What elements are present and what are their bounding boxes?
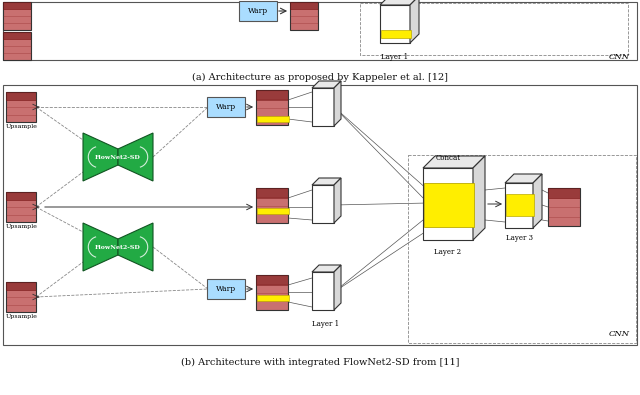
Bar — [6, 92, 36, 101]
Text: (b) Architecture with integrated FlowNet2-SD from [11]: (b) Architecture with integrated FlowNet… — [180, 358, 460, 367]
Text: FlowNet2-SD: FlowNet2-SD — [95, 245, 141, 250]
Bar — [256, 90, 288, 100]
Bar — [3, 2, 31, 10]
Polygon shape — [334, 81, 341, 126]
Bar — [548, 188, 580, 199]
Polygon shape — [83, 223, 118, 271]
Bar — [290, 2, 318, 30]
Polygon shape — [312, 178, 341, 185]
Text: Layer 3: Layer 3 — [506, 234, 532, 242]
Polygon shape — [334, 265, 341, 310]
Bar — [256, 90, 288, 125]
Bar — [290, 2, 318, 10]
Polygon shape — [473, 156, 485, 240]
Polygon shape — [423, 168, 473, 240]
Text: Concat: Concat — [435, 154, 461, 162]
FancyBboxPatch shape — [207, 97, 245, 117]
Bar — [3, 2, 31, 30]
Bar — [424, 183, 474, 227]
Polygon shape — [505, 183, 533, 228]
Bar — [3, 32, 31, 60]
Bar — [256, 275, 288, 310]
Text: Upsample: Upsample — [6, 224, 38, 229]
Bar — [256, 188, 288, 223]
Polygon shape — [83, 133, 118, 181]
Polygon shape — [334, 178, 341, 223]
Bar — [506, 194, 534, 216]
FancyBboxPatch shape — [207, 279, 245, 299]
Bar — [6, 92, 36, 122]
Bar — [6, 282, 36, 312]
Polygon shape — [380, 0, 419, 5]
Bar — [6, 192, 36, 222]
Text: (a) Architecture as proposed by Kappeler et al. [12]: (a) Architecture as proposed by Kappeler… — [192, 73, 448, 82]
Text: Layer 1: Layer 1 — [312, 320, 340, 328]
Polygon shape — [312, 272, 334, 310]
FancyBboxPatch shape — [239, 1, 277, 21]
Polygon shape — [505, 174, 542, 183]
Polygon shape — [312, 81, 341, 88]
Polygon shape — [380, 5, 410, 43]
Bar — [3, 85, 637, 345]
Bar — [408, 155, 636, 343]
Polygon shape — [423, 156, 485, 168]
Polygon shape — [118, 133, 153, 181]
Text: Warp: Warp — [248, 7, 268, 15]
Text: Layer 1: Layer 1 — [381, 53, 408, 61]
Polygon shape — [312, 88, 334, 126]
Bar — [6, 192, 36, 201]
Polygon shape — [312, 185, 334, 223]
Polygon shape — [312, 265, 341, 272]
Bar — [360, 3, 628, 55]
Polygon shape — [533, 174, 542, 228]
Bar — [3, 32, 31, 40]
Bar — [257, 295, 289, 301]
Text: Warp: Warp — [216, 103, 236, 111]
Bar — [3, 2, 637, 60]
Bar — [257, 116, 289, 122]
Text: Upsample: Upsample — [6, 314, 38, 319]
Text: Layer 2: Layer 2 — [435, 248, 461, 256]
Bar — [257, 208, 289, 214]
Polygon shape — [410, 0, 419, 43]
Bar — [548, 188, 580, 226]
Bar — [256, 188, 288, 199]
Text: CNN: CNN — [609, 330, 630, 338]
Text: Upsample: Upsample — [6, 124, 38, 129]
Bar — [381, 30, 411, 38]
Text: CNN: CNN — [609, 53, 630, 61]
Polygon shape — [118, 223, 153, 271]
Bar — [256, 275, 288, 286]
Text: FlowNet2-SD: FlowNet2-SD — [95, 154, 141, 160]
Text: Warp: Warp — [216, 285, 236, 293]
Bar — [6, 282, 36, 291]
